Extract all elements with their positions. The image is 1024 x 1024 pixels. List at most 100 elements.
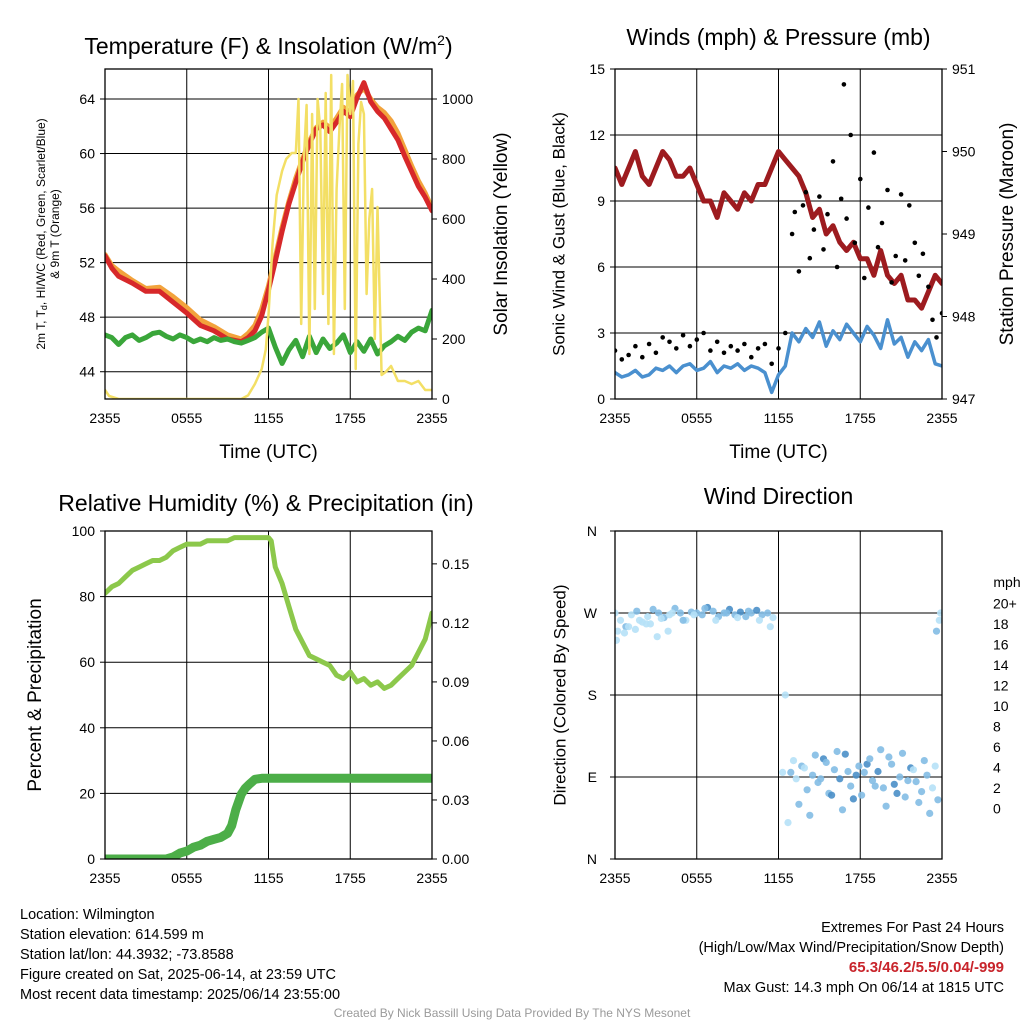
gust-point <box>817 194 822 199</box>
y-tick-label: 60 <box>79 654 95 670</box>
wind-direction-point <box>625 623 633 631</box>
wind-direction-point <box>932 627 941 635</box>
y2-tick-label: 947 <box>952 391 976 407</box>
extremes-subtitle: (High/Low/Max Wind/Precipitation/Snow De… <box>698 940 1004 956</box>
wind-direction-point <box>766 623 774 631</box>
x-tick-label: 0555 <box>681 410 712 426</box>
y-tick-label: 44 <box>79 364 95 380</box>
wind-direction-point <box>655 609 663 617</box>
y2-tick-label: 400 <box>442 271 466 287</box>
colorbar-label: 10 <box>993 698 1009 714</box>
gust-point <box>783 330 788 336</box>
y2-tick-label: 600 <box>442 211 466 227</box>
x-tick-label: 2355 <box>89 410 120 426</box>
x-tick-label: 1155 <box>763 410 793 426</box>
gust-point <box>714 339 720 345</box>
y-tick-label: 15 <box>589 61 605 77</box>
gust-point <box>841 82 847 87</box>
wind-direction-point <box>830 766 839 774</box>
x-tick-label: 2355 <box>926 410 957 426</box>
plot-frame <box>104 530 433 860</box>
wind-direction-point <box>744 607 753 615</box>
gust-point <box>749 354 754 360</box>
gust-point <box>769 361 774 367</box>
gust-point <box>728 343 734 349</box>
y-tick-label: 0 <box>597 391 605 407</box>
y2-tick-label: 200 <box>442 331 466 347</box>
y-tick-label: 56 <box>79 200 95 216</box>
gust-point <box>626 352 631 358</box>
y-tick-label: 60 <box>79 146 95 162</box>
gust-point <box>653 350 659 356</box>
y-tick-label: 3 <box>597 325 605 341</box>
y-tick-label: 80 <box>79 589 95 605</box>
wind-direction-point <box>736 608 745 616</box>
wind-direction-point <box>896 773 904 781</box>
wind-direction-point <box>668 609 676 617</box>
x-tick-label: 1155 <box>253 870 283 886</box>
wind-chart-title: Winds (mph) & Pressure (mb) <box>626 24 930 50</box>
wind-direction-point <box>787 768 795 777</box>
gust-point <box>776 346 781 351</box>
wind-direction-point <box>935 616 942 624</box>
rh-chart-title: Relative Humidity (%) & Precipitation (i… <box>58 490 473 516</box>
wind-direction-point <box>909 766 918 774</box>
y-tick-label: 64 <box>79 91 95 107</box>
y-tick-label: 12 <box>589 127 605 143</box>
wind-direction-point <box>844 767 852 776</box>
y-tick-label: 100 <box>72 523 96 539</box>
wind-direction-point <box>934 796 942 804</box>
gust-point <box>619 357 625 362</box>
colorbar-label: 18 <box>993 616 1009 632</box>
wind-direction-point <box>615 636 620 644</box>
y2-tick-label: 0 <box>442 391 450 407</box>
wind-direction-point <box>769 614 777 622</box>
x-tick-label: 1155 <box>253 410 283 426</box>
x-tick-label: 2355 <box>599 870 630 886</box>
gust-point <box>920 251 926 257</box>
wind-direction-point <box>795 800 803 808</box>
colorbar-label: 6 <box>993 739 1001 755</box>
gust-point <box>926 284 931 290</box>
wind-direction-point <box>920 757 928 765</box>
wind-direction-point <box>657 614 665 623</box>
wind-direction-point <box>758 611 766 619</box>
wind-x-axis-label: Time (UTC) <box>729 442 828 463</box>
wind-direction-point <box>937 609 942 617</box>
plot-frame <box>104 68 433 400</box>
wind-direction-point <box>915 798 923 807</box>
wind-direction-point <box>742 613 750 621</box>
y2-tick-label: 0.06 <box>442 733 469 749</box>
rh-line <box>105 535 432 691</box>
temp-series-group <box>105 73 432 399</box>
y2-tick-label: 951 <box>952 61 976 77</box>
wind-direction-point <box>893 789 901 798</box>
wind-direction-point <box>882 802 890 810</box>
gust-point <box>789 231 795 237</box>
wind-direction-point <box>885 753 893 761</box>
wind-direction-point <box>863 760 871 768</box>
wind-direction-point <box>690 611 698 619</box>
x-tick-label: 1755 <box>335 410 366 426</box>
wind-direction-point <box>838 806 847 814</box>
wind-direction-point <box>642 620 650 628</box>
wind-direction-point <box>855 762 863 770</box>
gust-point <box>660 335 665 340</box>
gust-point <box>879 220 885 226</box>
x-tick-label: 1755 <box>845 410 876 426</box>
gust-point <box>902 258 908 263</box>
gust-point <box>800 203 806 208</box>
x-tick-label: 2355 <box>599 410 630 426</box>
station-info: Location: Wilmington Station elevation: … <box>20 905 340 1005</box>
figure-created: Figure created on Sat, 2025-06-14, at 23… <box>20 967 336 983</box>
gust-point <box>838 196 844 202</box>
wind-direction-point <box>809 771 817 779</box>
wind-direction-point <box>803 786 811 794</box>
wind-direction-point <box>616 616 625 624</box>
gust-point <box>834 264 840 270</box>
gust-point <box>912 240 918 246</box>
gust-point <box>852 240 858 246</box>
wind-direction-point <box>679 616 687 624</box>
y2-tick-label: 800 <box>442 151 466 167</box>
gust-point <box>646 341 652 347</box>
